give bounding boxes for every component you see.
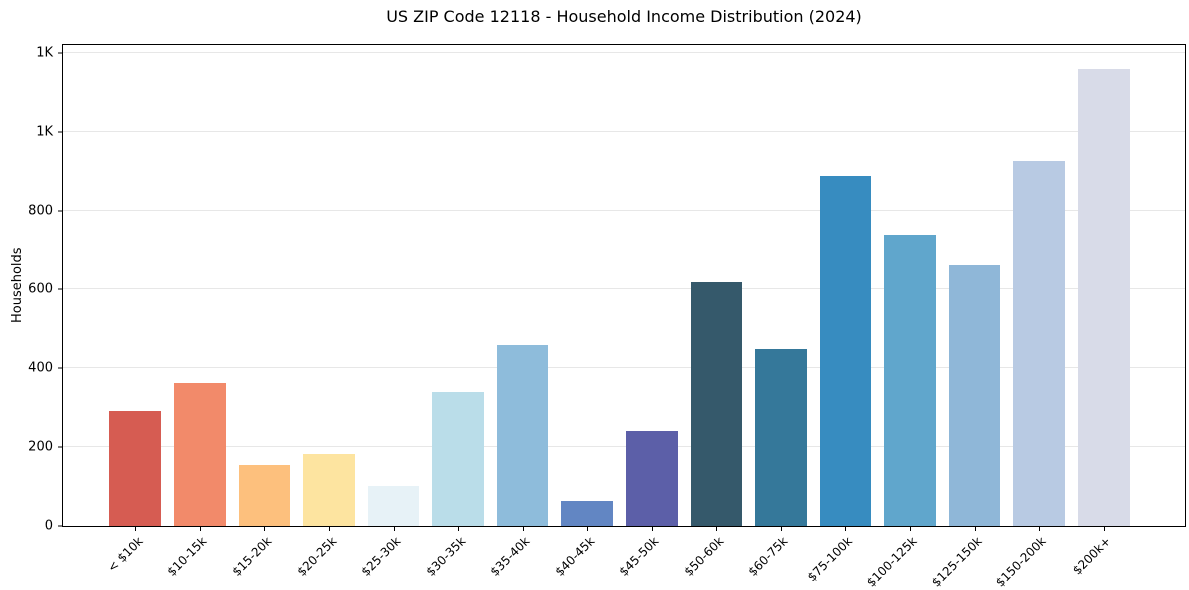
plot-area: < $10k $10-15k $15-20k $20-25k $25-30k $30-35… bbox=[28, 44, 1186, 590]
x-tick bbox=[1039, 526, 1041, 531]
bars-layer: < $10k $10-15k $15-20k $20-25k $25-30k $30-35… bbox=[63, 45, 1185, 590]
x-tick-label: $35-40k bbox=[487, 534, 533, 579]
x-tick bbox=[845, 526, 847, 531]
x-tick-label: $60-75k bbox=[745, 534, 791, 579]
x-tick bbox=[264, 526, 266, 531]
bar-$50-60k bbox=[690, 281, 743, 526]
grid-layer bbox=[63, 45, 1185, 526]
bar-slot: $60-75k bbox=[746, 45, 814, 579]
x-tick-label: $15-20k bbox=[229, 534, 275, 579]
bar-$150-200k bbox=[1013, 161, 1065, 526]
bar-slot: $75-100k bbox=[805, 45, 878, 584]
y-gridline bbox=[63, 209, 1185, 211]
bar-$60-75k bbox=[755, 349, 807, 526]
x-tick bbox=[458, 526, 460, 531]
y-gridline bbox=[63, 51, 1185, 53]
y-tick bbox=[58, 52, 63, 54]
y-tick-label: 1K bbox=[36, 124, 53, 140]
x-tick bbox=[522, 526, 524, 531]
x-tick-label: $50-60k bbox=[681, 534, 727, 579]
bar-$30-35k bbox=[432, 391, 484, 526]
x-tick bbox=[974, 526, 976, 531]
x-tick bbox=[587, 526, 589, 531]
x-tick-label: $25-30k bbox=[358, 534, 404, 579]
bar-slot: $30-35k bbox=[423, 45, 491, 579]
x-tick bbox=[135, 526, 137, 531]
x-tick-label: $125-150k bbox=[928, 534, 985, 590]
x-tick-label: $200k+ bbox=[1070, 534, 1114, 578]
x-tick-label: $40-45k bbox=[552, 534, 598, 579]
bar-$10-15k bbox=[174, 382, 226, 526]
x-tick bbox=[1103, 526, 1105, 531]
x-tick bbox=[651, 526, 653, 531]
x-tick bbox=[328, 526, 330, 531]
bar-slot: $10-15k bbox=[165, 45, 233, 579]
y-tick bbox=[58, 446, 63, 448]
x-tick-label: $10-15k bbox=[164, 534, 210, 579]
bar-$75-100k bbox=[819, 175, 872, 526]
bar-slot: $40-45k bbox=[552, 45, 620, 579]
x-tick bbox=[393, 526, 395, 531]
x-tick bbox=[199, 526, 201, 531]
x-tick bbox=[780, 526, 782, 531]
x-tick-label: $100-125k bbox=[864, 534, 920, 590]
bar-$45-50k bbox=[625, 430, 678, 526]
y-gridline bbox=[63, 130, 1185, 132]
bar-$125-150k bbox=[948, 264, 1001, 526]
y-tick bbox=[58, 210, 63, 212]
bar-slot: $100-125k bbox=[864, 45, 943, 590]
y-tick-label: 400 bbox=[28, 360, 53, 376]
y-gridline bbox=[63, 288, 1185, 290]
y-tick-label: 0 bbox=[44, 518, 53, 534]
y-tick bbox=[58, 131, 63, 133]
bar-slot: $50-60k bbox=[681, 45, 749, 579]
bar-$40-45k bbox=[561, 501, 614, 526]
x-tick-label: < $10k bbox=[104, 534, 146, 575]
bar-$200k+ bbox=[1077, 68, 1130, 526]
bar-slot: $150-200k bbox=[993, 45, 1072, 590]
x-tick bbox=[716, 526, 718, 531]
y-gridline bbox=[63, 367, 1185, 369]
y-tick bbox=[58, 367, 63, 369]
bar-slot: $25-30k bbox=[359, 45, 426, 579]
y-tick-label: 600 bbox=[28, 281, 53, 297]
bar-slot: $20-25k bbox=[294, 45, 362, 579]
bar-slot: < $10k bbox=[103, 45, 168, 575]
bar-slot: $200k+ bbox=[1070, 45, 1136, 578]
y-tick-label: 200 bbox=[28, 439, 53, 455]
bar-$25-30k bbox=[367, 486, 420, 526]
bar-slot: $35-40k bbox=[488, 45, 555, 579]
y-axis-label: Households bbox=[10, 247, 25, 324]
x-tick-label: $45-50k bbox=[616, 534, 662, 579]
x-tick bbox=[910, 526, 912, 531]
bar-slot: $45-50k bbox=[617, 45, 685, 579]
x-tick-label: $30-35k bbox=[423, 534, 468, 579]
bar-$15-20k bbox=[238, 465, 291, 526]
x-tick-label: $150-200k bbox=[993, 534, 1050, 590]
y-gridline bbox=[63, 446, 1185, 448]
bar-slot: $15-20k bbox=[229, 45, 297, 579]
x-tick-label: $20-25k bbox=[294, 534, 339, 579]
y-tick-label: 800 bbox=[28, 203, 53, 219]
bar-$35-40k bbox=[496, 345, 549, 526]
bar-$20-25k bbox=[303, 454, 355, 526]
bar-< $10k bbox=[109, 410, 162, 526]
y-tick bbox=[58, 525, 63, 527]
bar-slot: $125-150k bbox=[929, 45, 1007, 590]
x-tick-label: $75-100k bbox=[805, 534, 856, 585]
y-tick-label: 1K bbox=[36, 45, 53, 61]
bar-$100-125k bbox=[884, 235, 936, 526]
y-tick bbox=[58, 288, 63, 290]
chart-title: US ZIP Code 12118 - Household Income Dis… bbox=[386, 7, 862, 26]
